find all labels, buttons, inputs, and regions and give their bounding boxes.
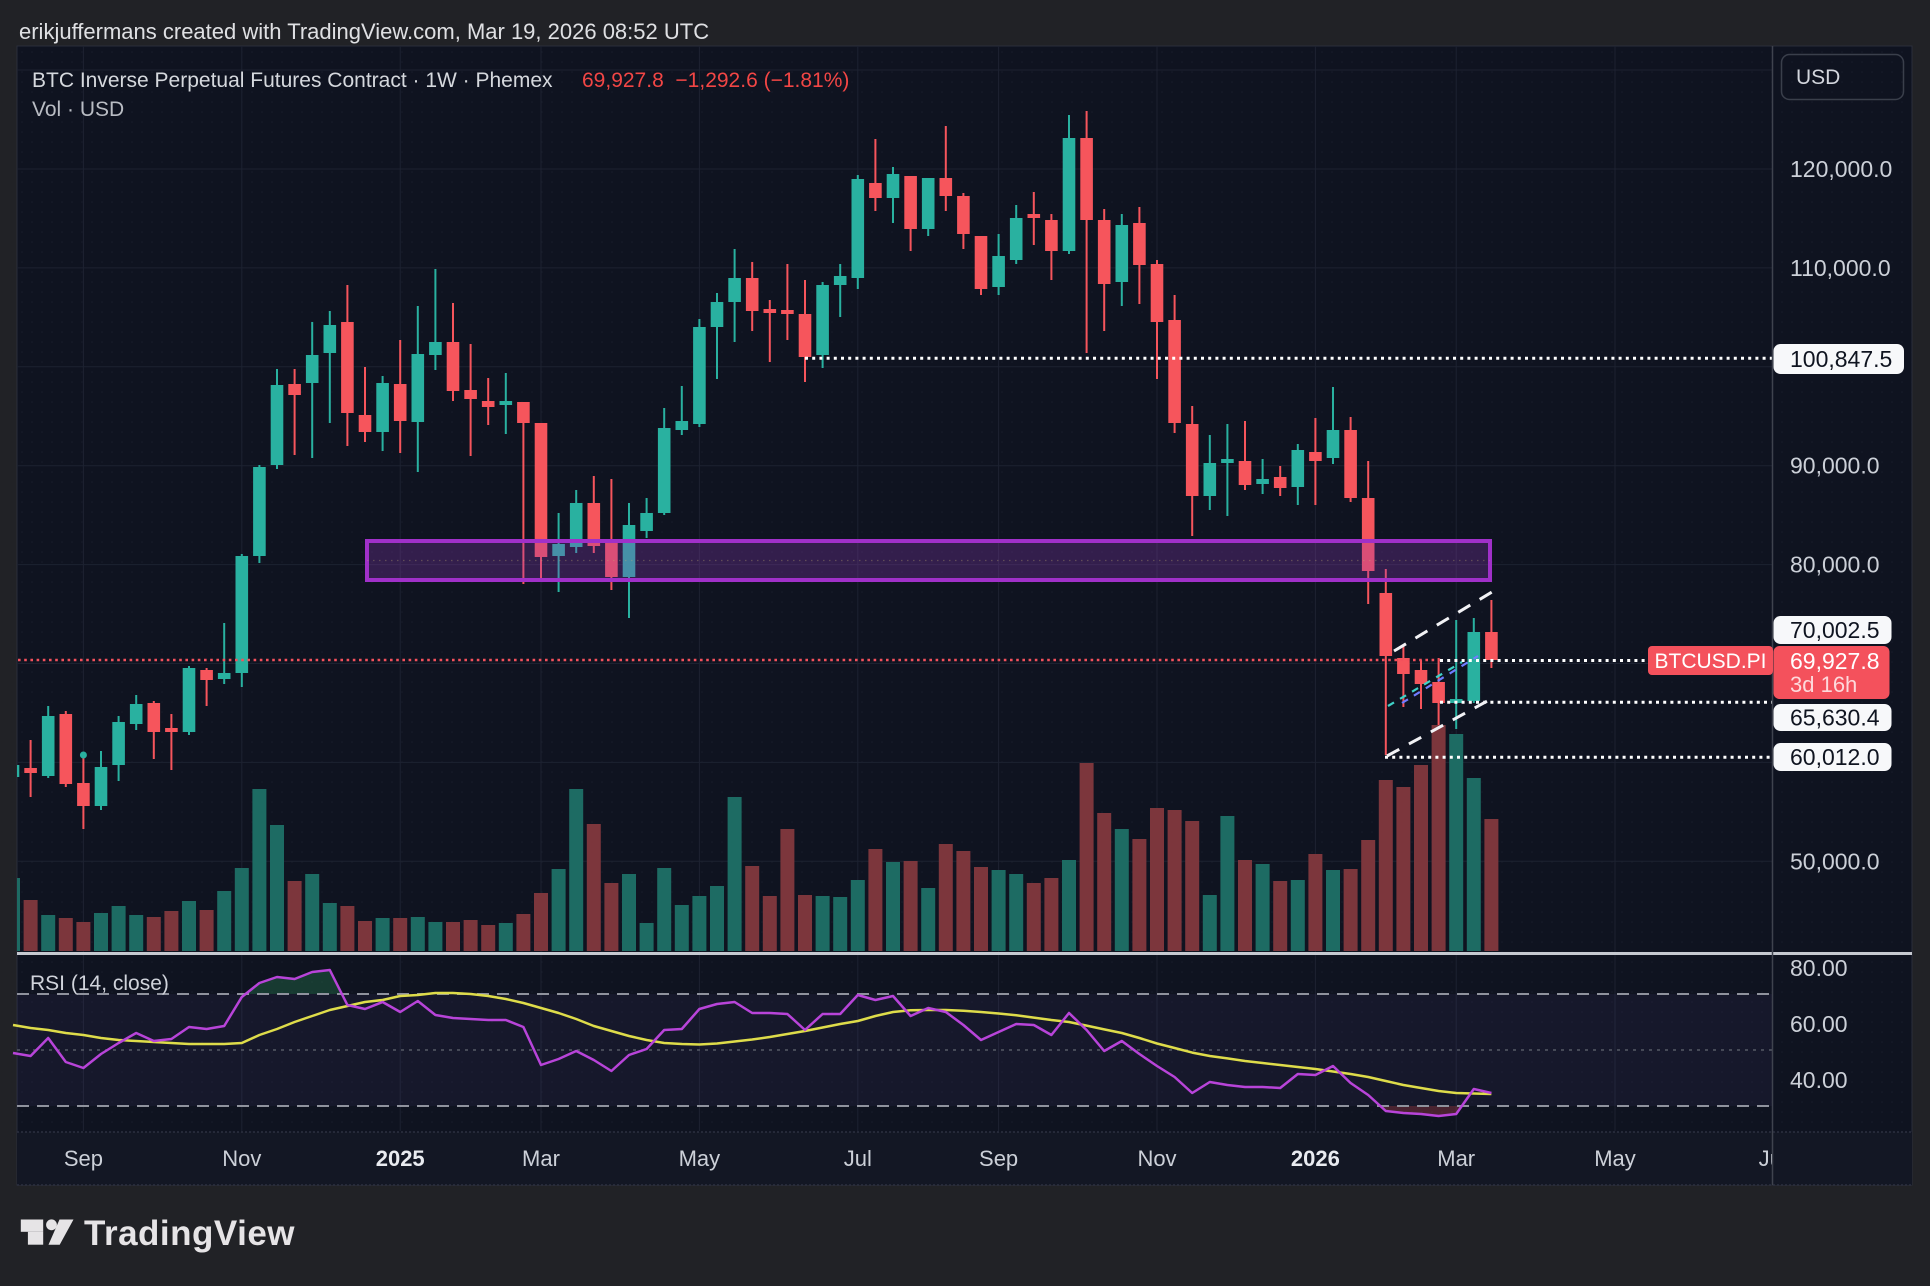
svg-text:70,002.5: 70,002.5 (1790, 617, 1880, 643)
svg-text:60,012.0: 60,012.0 (1790, 744, 1880, 770)
svg-text:90,000.0: 90,000.0 (1790, 453, 1880, 479)
svg-text:TradingView: TradingView (84, 1214, 295, 1253)
svg-text:40.00: 40.00 (1790, 1067, 1848, 1093)
svg-text:Nov: Nov (222, 1146, 261, 1171)
svg-text:USD: USD (1796, 66, 1840, 89)
svg-text:May: May (1594, 1146, 1636, 1171)
svg-text:100,847.5: 100,847.5 (1790, 346, 1892, 372)
svg-text:Mar: Mar (1437, 1146, 1475, 1171)
svg-text:65,630.4: 65,630.4 (1790, 705, 1880, 731)
svg-text:80,000.0: 80,000.0 (1790, 552, 1880, 578)
svg-text:50,000.0: 50,000.0 (1790, 848, 1880, 874)
svg-text:Jul: Jul (844, 1146, 872, 1171)
svg-text:80.00: 80.00 (1790, 955, 1848, 981)
svg-text:BTCUSD.PI: BTCUSD.PI (1654, 650, 1766, 673)
svg-text:May: May (679, 1146, 721, 1171)
svg-text:Sep: Sep (64, 1146, 103, 1171)
svg-text:120,000.0: 120,000.0 (1790, 156, 1892, 182)
svg-text:3d 16h: 3d 16h (1790, 672, 1857, 697)
svg-text:2025: 2025 (376, 1146, 425, 1171)
svg-text:69,927.8: 69,927.8 (1790, 648, 1880, 674)
svg-text:Sep: Sep (979, 1146, 1018, 1171)
svg-text:Jul: Jul (1759, 1146, 1787, 1171)
svg-text:69,927.8 −1,292.6 (−1.81%): 69,927.8 −1,292.6 (−1.81%) (582, 69, 849, 92)
svg-text:110,000.0: 110,000.0 (1790, 255, 1891, 281)
svg-text:Mar: Mar (522, 1146, 560, 1171)
svg-text:Nov: Nov (1137, 1146, 1176, 1171)
svg-text:RSI (14, close): RSI (14, close) (30, 972, 169, 995)
svg-text:erikjuffermans created with Tr: erikjuffermans created with TradingView.… (19, 19, 709, 44)
svg-text:Vol · USD: Vol · USD (32, 98, 124, 121)
svg-text:2026: 2026 (1291, 1146, 1340, 1171)
svg-text:BTC Inverse Perpetual Futures: BTC Inverse Perpetual Futures Contract ·… (32, 69, 553, 92)
svg-text:60.00: 60.00 (1790, 1011, 1848, 1037)
